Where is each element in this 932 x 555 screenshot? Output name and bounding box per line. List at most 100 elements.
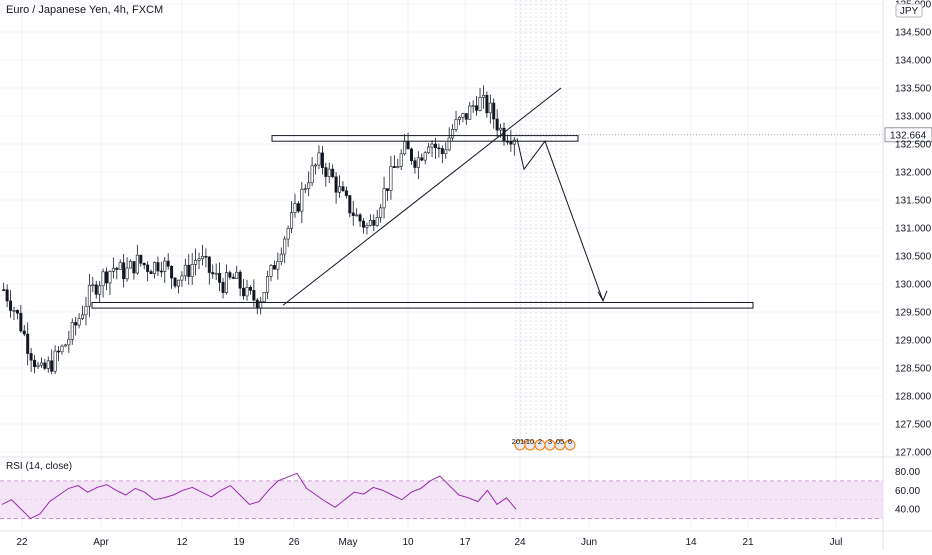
candle-body bbox=[495, 118, 499, 131]
candle-body bbox=[351, 212, 355, 216]
candle-body bbox=[163, 260, 167, 272]
candle-body bbox=[146, 264, 150, 272]
projection-arrowhead bbox=[597, 290, 608, 302]
candle-body bbox=[67, 339, 71, 346]
candle-body bbox=[375, 217, 379, 226]
candle-body bbox=[207, 256, 211, 273]
candle-body bbox=[74, 322, 78, 326]
candle-body bbox=[430, 143, 434, 148]
candle-body bbox=[406, 140, 410, 150]
candle-body bbox=[296, 203, 300, 212]
candle-body bbox=[231, 276, 235, 279]
candle-body bbox=[166, 260, 170, 267]
price-tick-label: 130.000 bbox=[895, 280, 932, 291]
candle-body bbox=[115, 267, 119, 270]
candle-body bbox=[149, 271, 153, 274]
candle-body bbox=[12, 309, 16, 312]
candle-body bbox=[108, 270, 112, 284]
grid-layer bbox=[0, 0, 883, 528]
event-marker-label: 6 bbox=[568, 437, 572, 446]
candle-body bbox=[26, 333, 30, 354]
projection-path bbox=[516, 138, 604, 301]
candle-body bbox=[29, 353, 33, 361]
candle-body bbox=[488, 102, 492, 114]
candle-body bbox=[416, 157, 420, 168]
time-tick-label: 19 bbox=[233, 537, 245, 548]
candle-body bbox=[447, 137, 451, 151]
candle-body bbox=[122, 262, 126, 280]
candle-body bbox=[173, 277, 177, 287]
candle-body bbox=[252, 290, 256, 301]
candle-body bbox=[379, 207, 383, 218]
currency-badge[interactable]: JPY bbox=[895, 3, 923, 18]
event-marker-label: 10 bbox=[526, 437, 534, 446]
candle-body bbox=[409, 148, 413, 161]
candle-body bbox=[341, 186, 345, 192]
candle-body bbox=[248, 286, 252, 291]
candle-body bbox=[372, 220, 376, 226]
candle-body bbox=[228, 272, 232, 278]
candle-body bbox=[176, 279, 180, 287]
candle-body bbox=[293, 203, 297, 213]
time-tick-label: 10 bbox=[402, 537, 414, 548]
candle-body bbox=[499, 127, 503, 131]
candle-body bbox=[159, 270, 163, 273]
candle-body bbox=[461, 113, 465, 118]
candle-body bbox=[317, 152, 321, 166]
candle-body bbox=[420, 157, 424, 161]
candle-body bbox=[224, 272, 228, 293]
candle-body bbox=[132, 261, 136, 274]
time-tick-label: 14 bbox=[685, 537, 697, 548]
time-tick-label: 24 bbox=[514, 537, 526, 548]
candle-body bbox=[327, 168, 331, 177]
candle-body bbox=[481, 94, 485, 98]
candle-body bbox=[105, 271, 109, 284]
price-tick-label: 127.500 bbox=[895, 420, 932, 431]
candle-body bbox=[5, 289, 9, 302]
candles-layer bbox=[2, 85, 516, 375]
candle-body bbox=[87, 284, 91, 307]
candle-body bbox=[204, 255, 208, 258]
candle-body bbox=[403, 140, 407, 155]
time-tick-label: Jul bbox=[830, 537, 843, 548]
price-tick-label: 128.000 bbox=[895, 392, 932, 403]
candle-body bbox=[389, 166, 393, 191]
candle-body bbox=[310, 165, 314, 184]
candle-body bbox=[53, 350, 57, 372]
candle-body bbox=[98, 285, 102, 295]
candle-body bbox=[77, 318, 81, 326]
candle-body bbox=[413, 160, 417, 168]
candle-body bbox=[331, 168, 335, 178]
rsi-layer bbox=[0, 472, 883, 520]
candle-body bbox=[386, 188, 389, 191]
price-tick-label: 132.000 bbox=[895, 168, 932, 179]
candle-body bbox=[314, 164, 318, 167]
candle-body bbox=[365, 224, 369, 228]
support-zone bbox=[91, 301, 754, 309]
candle-body bbox=[218, 272, 222, 283]
price-tick-label: 130.500 bbox=[895, 252, 932, 263]
candle-body bbox=[70, 322, 74, 340]
price-tick-label: 134.500 bbox=[895, 28, 932, 39]
price-tick-label: 127.000 bbox=[895, 448, 932, 459]
candle-body bbox=[478, 96, 482, 111]
candle-body bbox=[276, 261, 280, 270]
candle-body bbox=[242, 287, 246, 297]
time-tick-label: May bbox=[339, 537, 358, 548]
candle-body bbox=[399, 153, 403, 167]
candle-body bbox=[39, 362, 43, 366]
candle-body bbox=[129, 261, 132, 269]
candle-body bbox=[451, 129, 455, 139]
candle-body bbox=[214, 272, 218, 275]
candle-body bbox=[382, 188, 386, 209]
price-tick-label: 129.000 bbox=[895, 336, 932, 347]
candle-body bbox=[440, 148, 444, 154]
candle-body bbox=[344, 190, 348, 196]
candle-body bbox=[427, 146, 431, 154]
candle-body bbox=[348, 195, 352, 214]
currency-badge-label: JPY bbox=[900, 6, 919, 17]
